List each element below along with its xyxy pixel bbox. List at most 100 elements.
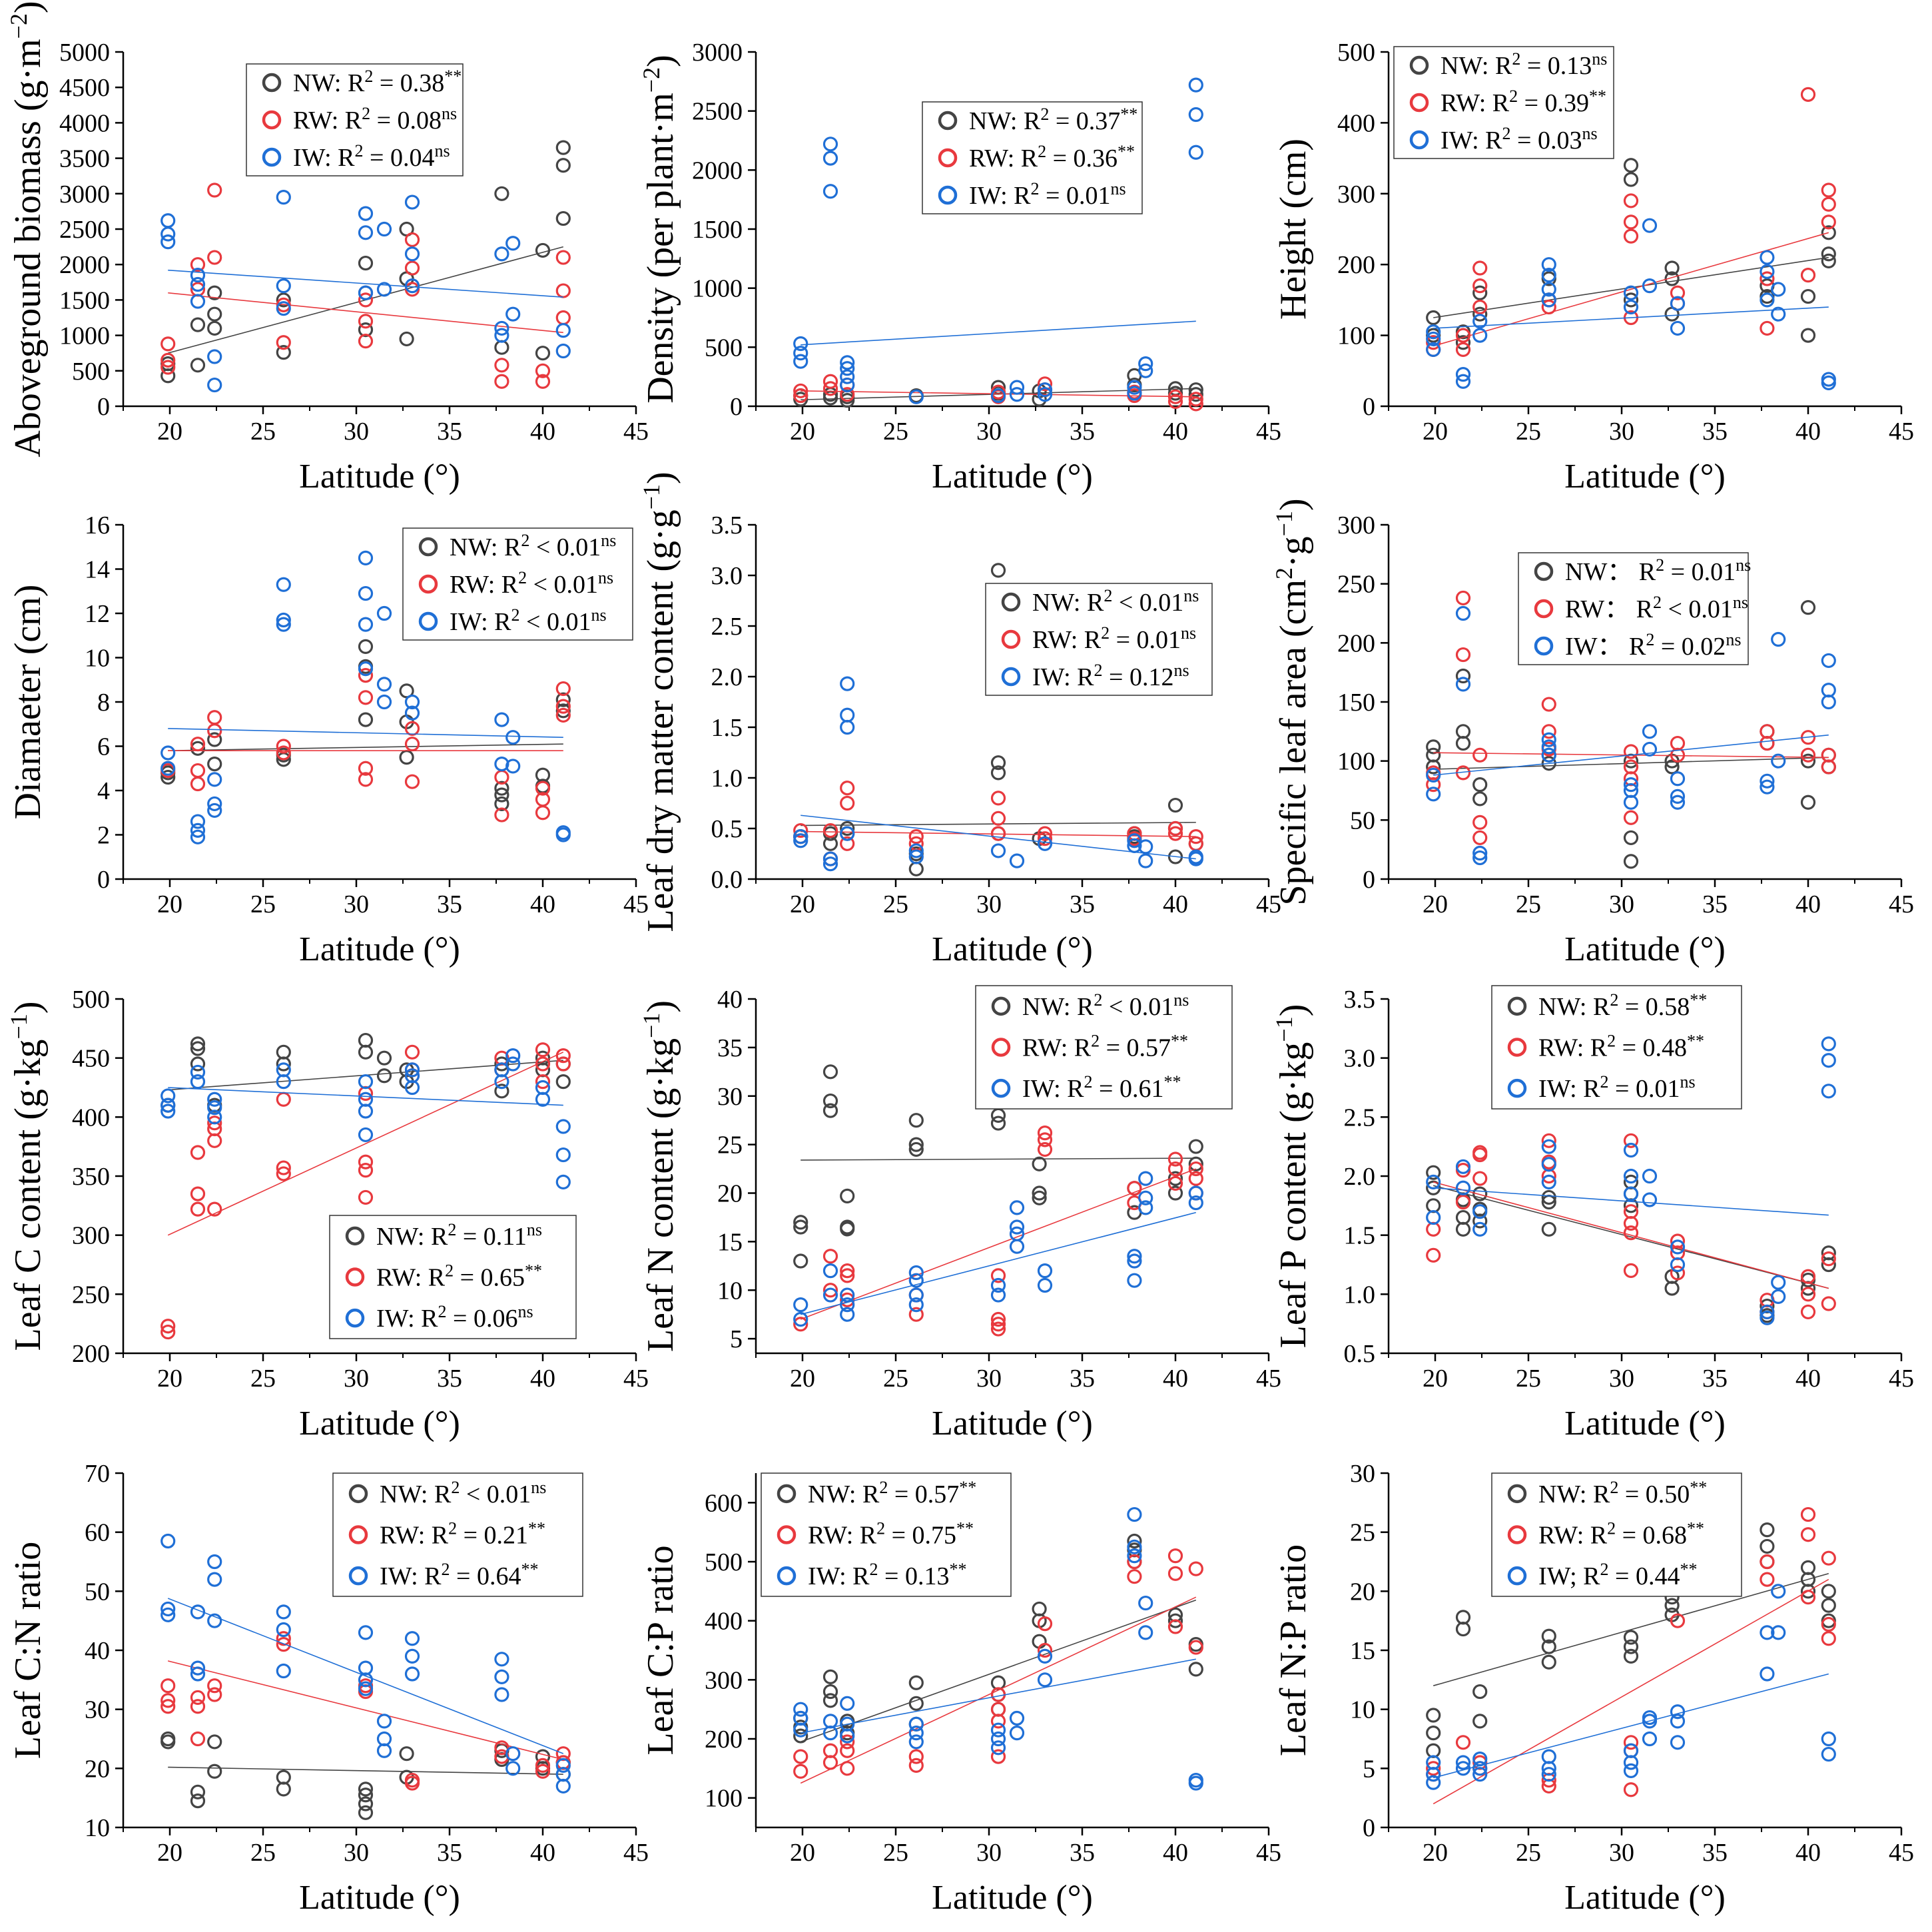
x-tick-label: 25: [250, 1839, 276, 1867]
data-point-iw: [358, 1660, 374, 1676]
data-point-iw: [1127, 1539, 1142, 1554]
data-point-iw: [1009, 380, 1025, 395]
data-point-rw: [1188, 1640, 1203, 1655]
data-point-nw: [161, 769, 176, 785]
data-point-rw: [190, 1690, 206, 1706]
series-iw: [161, 1048, 571, 1189]
data-point-rw: [840, 1734, 855, 1750]
y-tick-label: 2.0: [711, 663, 743, 691]
data-point-nw: [1821, 1598, 1836, 1613]
data-point-iw: [1821, 1746, 1836, 1762]
y-tick-label: 3500: [59, 145, 110, 173]
legend-entry-iw: IW: R2 = 0.12ns: [1032, 661, 1189, 692]
data-point-iw: [161, 1088, 176, 1104]
y-tick-label: 100: [1337, 748, 1375, 776]
legend-entry-nw: NW: R2 < 0.01ns: [380, 1477, 546, 1508]
data-point-iw: [1426, 1755, 1441, 1770]
data-point-nw: [1472, 791, 1488, 806]
data-point-nw: [990, 755, 1006, 771]
fit-line-nw: [1433, 757, 1829, 770]
data-point-rw: [1037, 1126, 1053, 1141]
data-point-nw: [494, 796, 509, 812]
data-point-iw: [1670, 771, 1686, 787]
data-point-nw: [1188, 1139, 1203, 1154]
x-axis-title: Latitude (°): [1564, 458, 1726, 495]
y-tick-label: 4500: [59, 74, 110, 102]
y-tick-label: 3.5: [1344, 986, 1376, 1014]
fit-line-iw: [1433, 734, 1829, 776]
data-point-rw: [1541, 1133, 1556, 1148]
data-point-nw: [399, 750, 414, 765]
data-point-rw: [1821, 1616, 1836, 1632]
data-point-iw: [161, 761, 176, 776]
data-point-iw: [908, 389, 924, 404]
series-iw: [793, 1171, 1203, 1327]
data-point-iw: [207, 796, 222, 812]
data-point-nw: [399, 331, 414, 347]
data-point-iw: [555, 1174, 571, 1189]
panel-7: 20 25 30 35 40 45 200 250 300 350 400 450 500 Latitud…: [5, 986, 649, 1443]
data-point-iw: [1541, 1157, 1556, 1172]
data-point-rw: [793, 1317, 808, 1332]
data-point-rw: [1821, 747, 1836, 763]
legend-marker-iw: [345, 1308, 365, 1328]
data-point-iw: [555, 1119, 571, 1134]
legend-marker-nw: [1507, 1484, 1527, 1504]
data-point-rw: [358, 1154, 374, 1169]
data-point-nw: [535, 242, 551, 258]
data-point-rw: [990, 1749, 1006, 1764]
legend-box: [761, 1472, 1012, 1597]
data-point-rw: [1188, 1561, 1203, 1576]
y-tick-label: 500: [1337, 39, 1375, 67]
data-point-nw: [793, 1253, 808, 1269]
panel-2: 20 25 30 35 40 45 0 500 1000 1500 2000 2500 3000 Lati…: [638, 39, 1281, 495]
legend: NW: R2 < 0.01ns RW: R2 = 0.21** IW: R2 = 0…: [332, 1472, 583, 1597]
data-point-iw: [190, 294, 206, 309]
data-point-iw: [1642, 1168, 1658, 1184]
data-point-iw: [404, 278, 420, 294]
data-point-rw: [358, 292, 374, 308]
data-point-rw: [793, 822, 808, 838]
data-point-iw: [358, 206, 374, 221]
data-point-rw: [1623, 228, 1639, 244]
data-point-nw: [358, 639, 374, 654]
data-point-iw: [1188, 107, 1203, 123]
y-tick-label: 200: [1337, 629, 1375, 657]
data-point-rw: [908, 829, 924, 844]
data-point-rw: [1037, 826, 1053, 841]
data-point-iw: [207, 1554, 222, 1570]
legend-marker-rw: [938, 148, 958, 168]
data-point-nw: [793, 1219, 808, 1235]
data-point-rw: [555, 310, 571, 326]
y-tick-label: 25: [1350, 1519, 1375, 1547]
data-point-rw: [1167, 1619, 1183, 1634]
data-point-iw: [1455, 374, 1471, 389]
data-point-rw: [535, 1758, 551, 1773]
data-point-rw: [1472, 830, 1488, 846]
data-point-iw: [1821, 372, 1836, 387]
legend-marker-rw: [777, 1525, 797, 1544]
data-point-rw: [535, 363, 551, 378]
data-point-rw: [1623, 1204, 1639, 1219]
data-point-nw: [1800, 288, 1816, 304]
y-tick-label: 30: [85, 1696, 110, 1724]
data-point-iw: [908, 1273, 924, 1288]
y-tick-label: 10: [85, 1814, 110, 1842]
data-point-nw: [276, 1044, 291, 1060]
y-tick-label: 5: [730, 1325, 743, 1353]
data-point-iw: [494, 1669, 509, 1684]
data-point-rw: [1623, 193, 1639, 208]
y-tick-label: 300: [72, 1222, 110, 1250]
data-point-iw: [1760, 1666, 1775, 1682]
legend-marker-nw: [1001, 592, 1021, 612]
legend: NW: R2 = 0.50** RW: R2 = 0.68** IW; R2 = 0…: [1491, 1472, 1742, 1597]
data-point-rw: [1623, 1133, 1639, 1148]
data-point-iw: [1541, 1749, 1556, 1764]
data-point-rw: [1623, 1263, 1639, 1278]
data-point-nw: [555, 140, 571, 155]
data-point-nw: [276, 292, 291, 308]
legend-marker-iw: [1001, 667, 1021, 687]
data-point-rw: [276, 745, 291, 761]
legend-entry-rw: RW: R2 = 0.01ns: [1032, 623, 1196, 655]
legend-marker-iw: [938, 185, 958, 205]
